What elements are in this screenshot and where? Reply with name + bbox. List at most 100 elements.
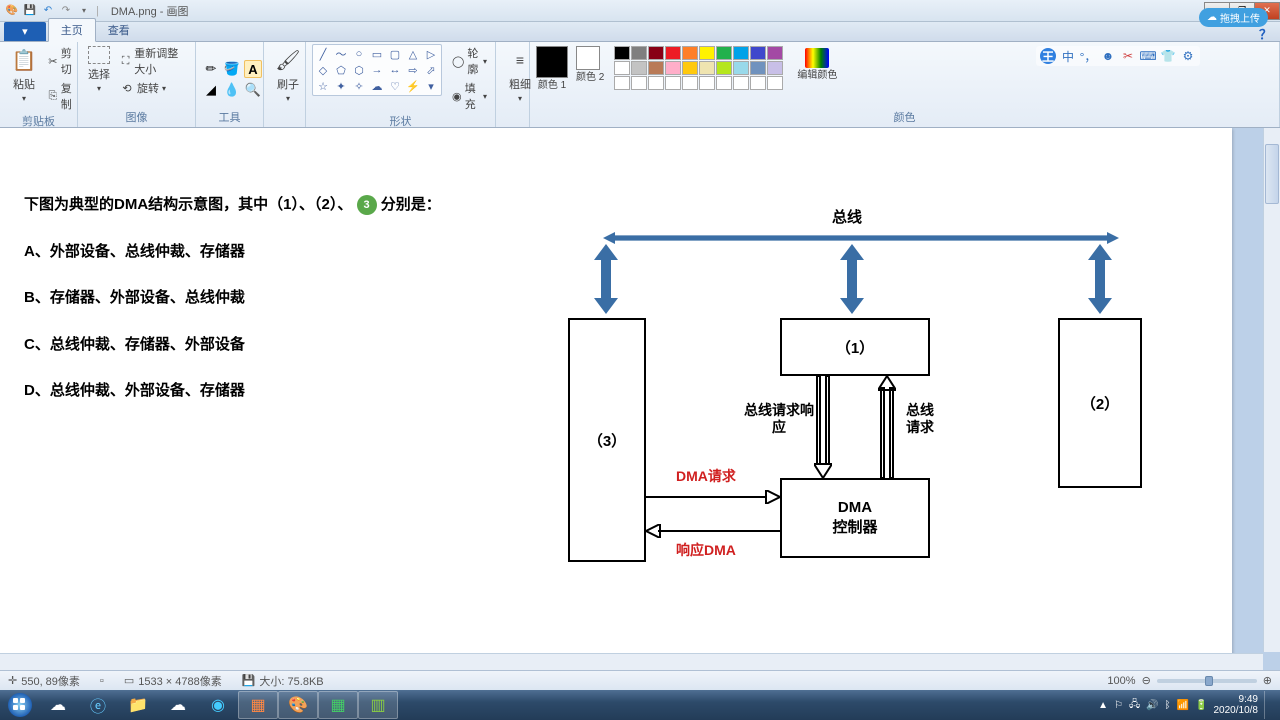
shapes-gallery[interactable]: ╱〜○▭▢△▷ ◇⬠⬡→↔⇨⬀ ☆✦✧☁♡⚡▾	[312, 44, 442, 96]
palette-color[interactable]	[699, 76, 715, 90]
tb-explorer-icon[interactable]: 📁	[118, 691, 158, 719]
copy-button[interactable]: ⎘复制	[46, 79, 78, 113]
float-skin-icon[interactable]: 👕	[1160, 48, 1176, 64]
undo-icon[interactable]: ↶	[40, 3, 56, 19]
crop-button[interactable]: ⛶重新调整大小	[118, 44, 189, 78]
float-badge-icon[interactable]: 王	[1040, 48, 1056, 64]
zoom-tool[interactable]: 🔍	[244, 81, 262, 99]
color1-button[interactable]: 颜色 1	[536, 46, 568, 91]
float-ch-icon[interactable]: 中	[1060, 48, 1076, 64]
tray-up-icon[interactable]: ▲	[1098, 700, 1108, 711]
tray-vol-icon[interactable]: 🔊	[1146, 700, 1158, 711]
tb-paint-icon[interactable]: 🎨	[278, 691, 318, 719]
color-palette[interactable]	[614, 46, 783, 90]
file-tab[interactable]: ▾	[4, 22, 46, 41]
arrow-resp-down	[814, 376, 832, 478]
palette-color[interactable]	[767, 61, 783, 75]
shape-fill-button[interactable]: ◉填充▾	[450, 79, 489, 113]
float-emoji-icon[interactable]: ☻	[1100, 48, 1116, 64]
float-cut-icon[interactable]: ✂	[1120, 48, 1136, 64]
tb-ie-icon[interactable]: ⓔ	[78, 691, 118, 719]
palette-color[interactable]	[750, 76, 766, 90]
color2-button[interactable]: 颜色 2	[576, 46, 604, 83]
tray-flag-icon[interactable]: ⚐	[1114, 700, 1123, 711]
bus-label: 总线	[832, 206, 862, 227]
float-gear-icon[interactable]: ⚙	[1180, 48, 1196, 64]
tb-app-icon[interactable]: ▥	[358, 691, 398, 719]
tb-excel-icon[interactable]: ▦	[318, 691, 358, 719]
eraser-tool[interactable]: ◢	[202, 81, 220, 99]
palette-color[interactable]	[614, 76, 630, 90]
palette-color[interactable]	[767, 76, 783, 90]
shape-outline-button[interactable]: ◯轮廓▾	[450, 44, 489, 78]
tb-baidu-icon[interactable]: ☁	[158, 691, 198, 719]
palette-color[interactable]	[750, 46, 766, 60]
palette-color[interactable]	[631, 61, 647, 75]
varrow-1	[840, 244, 864, 314]
zoom-in-button[interactable]: ⊕	[1263, 674, 1272, 687]
cut-button[interactable]: ✂剪切	[46, 44, 78, 78]
qat-dropdown-icon[interactable]: ▾	[76, 3, 92, 19]
help-icon[interactable]: ？	[1259, 24, 1272, 43]
palette-color[interactable]	[767, 46, 783, 60]
show-desktop-button[interactable]	[1264, 691, 1272, 719]
palette-color[interactable]	[716, 76, 732, 90]
brush-button[interactable]: 🖌刷子▾	[270, 44, 306, 105]
palette-color[interactable]	[614, 61, 630, 75]
tray-wifi-icon[interactable]: 📶	[1177, 700, 1189, 711]
paste-button[interactable]: 📋粘贴▾	[6, 44, 42, 105]
zoom-level: 100%	[1107, 675, 1135, 687]
palette-color[interactable]	[733, 46, 749, 60]
palette-color[interactable]	[716, 61, 732, 75]
canvas[interactable]: 下图为典型的DMA结构示意图，其中（1）、（2）、 3 分别是： A、外部设备、…	[0, 128, 1232, 668]
float-punct-icon[interactable]: °，	[1080, 48, 1096, 64]
tray-bat-icon[interactable]: 🔋	[1195, 700, 1207, 711]
palette-color[interactable]	[614, 46, 630, 60]
palette-color[interactable]	[648, 61, 664, 75]
palette-color[interactable]	[682, 46, 698, 60]
fill-tool[interactable]: 🪣	[223, 60, 241, 78]
rotate-button[interactable]: ⟲旋转▾	[118, 79, 189, 97]
tb-cloud-icon[interactable]: ☁	[38, 691, 78, 719]
palette-color[interactable]	[631, 46, 647, 60]
pencil-tool[interactable]: ✏	[202, 60, 220, 78]
palette-color[interactable]	[665, 61, 681, 75]
cloud-upload-badge[interactable]: ☁拖拽上传	[1199, 8, 1268, 27]
palette-color[interactable]	[733, 76, 749, 90]
palette-color[interactable]	[750, 61, 766, 75]
arrow-dma-req	[646, 490, 780, 504]
picker-tool[interactable]: 💧	[223, 81, 241, 99]
horizontal-scrollbar[interactable]	[0, 653, 1263, 670]
select-button[interactable]: 选择▾	[84, 44, 114, 95]
zoom-out-button[interactable]: ⊖	[1142, 674, 1151, 687]
palette-color[interactable]	[648, 46, 664, 60]
tab-view[interactable]: 查看	[96, 19, 142, 41]
palette-color[interactable]	[631, 76, 647, 90]
tray-clock[interactable]: 9:492020/10/8	[1214, 694, 1259, 716]
palette-color[interactable]	[648, 76, 664, 90]
palette-color[interactable]	[665, 46, 681, 60]
option-c: C、总线仲裁、存储器、外部设备	[24, 334, 441, 357]
palette-color[interactable]	[699, 46, 715, 60]
tray-net-icon[interactable]: 🖧	[1129, 697, 1140, 714]
palette-color[interactable]	[699, 61, 715, 75]
palette-color[interactable]	[665, 76, 681, 90]
save-icon[interactable]: 💾	[22, 3, 38, 19]
palette-color[interactable]	[716, 46, 732, 60]
group-image: 选择▾ ⛶重新调整大小 ⟲旋转▾ 图像	[78, 42, 196, 127]
palette-color[interactable]	[682, 61, 698, 75]
tray-bt-icon[interactable]: ᛒ	[1165, 700, 1171, 711]
palette-color[interactable]	[733, 61, 749, 75]
palette-color[interactable]	[682, 76, 698, 90]
float-kb-icon[interactable]: ⌨	[1140, 48, 1156, 64]
tb-edge-icon[interactable]: ◉	[198, 691, 238, 719]
vertical-scrollbar[interactable]	[1263, 128, 1280, 652]
tab-home[interactable]: 主页	[48, 18, 96, 42]
redo-icon[interactable]: ↷	[58, 3, 74, 19]
box-dma: DMA控制器	[780, 478, 930, 558]
start-button[interactable]	[2, 691, 38, 719]
zoom-slider[interactable]	[1157, 679, 1257, 683]
text-tool[interactable]: A	[244, 60, 262, 78]
edit-colors-button[interactable]: 编辑颜色	[793, 46, 841, 83]
tb-ppt-icon[interactable]: ▦	[238, 691, 278, 719]
